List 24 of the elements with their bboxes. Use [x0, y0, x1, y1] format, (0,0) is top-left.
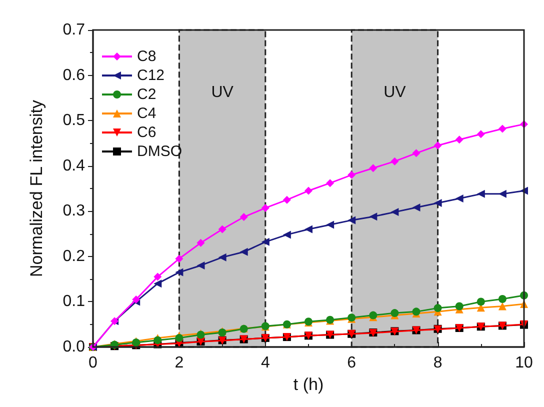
legend-label: C8: [137, 48, 156, 65]
band-label: UV: [384, 84, 406, 101]
x-tick-label: 2: [174, 354, 184, 372]
y-tick-label: 0.1: [62, 293, 86, 310]
legend-label: C6: [137, 124, 156, 141]
band-label: UV: [211, 84, 234, 101]
y-tick-label: 0.3: [62, 202, 86, 220]
y-tick-label: 0.6: [62, 66, 86, 84]
x-tick-label: 0: [88, 354, 98, 372]
x-axis-title: t (h): [293, 374, 324, 394]
x-tick-label: 6: [347, 354, 356, 372]
x-tick-label: 8: [433, 354, 442, 372]
legend-label: C12: [137, 67, 165, 84]
y-tick-label: 0.2: [62, 248, 86, 265]
x-tick-label: 10: [515, 354, 533, 372]
legend-label: C4: [137, 105, 156, 122]
x-tick-label: 4: [260, 354, 270, 372]
y-tick-label: 0.7: [62, 22, 86, 38]
legend-label: C2: [137, 86, 156, 103]
legend-label: DMSO: [137, 143, 182, 160]
y-tick-label: 0.5: [62, 112, 86, 130]
y-tick-label: 0.4: [62, 157, 86, 174]
y-tick-label: 0.0: [62, 338, 86, 356]
y-axis-title: Normalized FL intensity: [27, 100, 46, 277]
